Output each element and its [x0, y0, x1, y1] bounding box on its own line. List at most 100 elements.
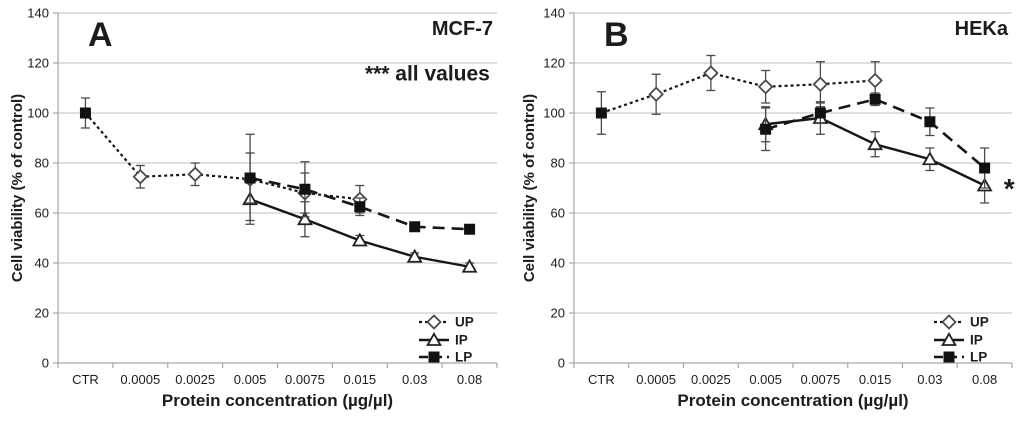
gridlines — [58, 12, 497, 314]
triangle-marker — [941, 331, 957, 346]
diamond-marker — [867, 72, 883, 89]
x-tick-label: 0.03 — [917, 372, 942, 387]
series-UP — [595, 54, 883, 135]
square-marker — [979, 162, 991, 174]
x-tick-label: 0.005 — [749, 372, 782, 387]
triangle-marker — [296, 211, 313, 226]
series-UP — [79, 97, 368, 225]
chart-panel-a: 0 20 40 60 80 100 120 140 CTR 0.0005 0.0025 0.005 0.… — [9, 6, 498, 410]
legend-label: LP — [455, 350, 472, 365]
y-tick-label: 80 — [35, 156, 49, 171]
x-tick-label: 0.03 — [402, 372, 427, 387]
diamond-marker — [132, 168, 149, 185]
legend-label: IP — [455, 333, 468, 348]
x-tick-label: 0.08 — [457, 372, 482, 387]
diamond-marker — [648, 86, 664, 103]
diamond-marker — [812, 76, 829, 93]
x-tick-label: 0.0025 — [175, 372, 215, 387]
chart-panel-b: 0 20 40 60 80 100 120 140 CTR 0.0005 0.0025 0.005 0.… — [521, 6, 1015, 411]
triangle-marker — [426, 331, 442, 346]
triangle-marker — [867, 136, 884, 151]
panel-label: A — [88, 16, 113, 54]
y-tick-label: 0 — [558, 356, 565, 371]
x-tick-label: 0.0005 — [120, 372, 160, 387]
series-LP — [244, 152, 476, 235]
y-tick-label: 40 — [551, 256, 565, 271]
y-tick-label: 60 — [551, 206, 565, 221]
panel-label: B — [604, 16, 629, 54]
y-tick-label: 40 — [35, 256, 49, 271]
triangle-marker — [351, 232, 368, 247]
error-bars — [761, 101, 990, 204]
x-axis-title: Protein concentration (µg/µl) — [677, 391, 908, 410]
y-tick-label: 120 — [543, 56, 565, 71]
square-marker — [869, 93, 881, 105]
square-marker — [814, 107, 826, 119]
x-tick-label: 0.0075 — [285, 372, 325, 387]
x-tick-labels: CTR 0.0005 0.0025 0.005 0.0075 0.015 0.03 0.08 — [588, 372, 997, 387]
x-tick-label: 0.015 — [344, 372, 377, 387]
legend-item-IP: IP — [934, 331, 983, 348]
axes — [569, 12, 1013, 368]
x-tick-label: 0.005 — [234, 372, 267, 387]
legend-label: IP — [970, 333, 983, 348]
square-marker — [428, 351, 440, 363]
y-tick-label: 120 — [27, 56, 49, 71]
diamond-marker — [187, 166, 203, 183]
square-marker — [409, 221, 421, 233]
y-tick-labels: 0 20 40 60 80 100 120 140 — [543, 6, 565, 371]
legend-item-LP: LP — [934, 350, 987, 365]
y-tick-label: 100 — [543, 106, 565, 121]
series-IP — [757, 101, 993, 204]
x-tick-label: 0.0005 — [636, 372, 676, 387]
square-marker — [760, 123, 772, 135]
diamond-marker — [703, 65, 719, 81]
series-IP — [242, 177, 478, 273]
square-marker — [595, 107, 607, 119]
series-LP — [760, 92, 991, 189]
x-axis-title: Protein concentration (µg/µl) — [162, 391, 393, 410]
legend-label: UP — [455, 315, 474, 330]
annotation-0: *** all values — [365, 63, 490, 86]
y-axis-title: Cell viability (% of control) — [9, 94, 26, 282]
legend-item-LP: LP — [419, 350, 472, 365]
triangle-marker — [461, 258, 478, 273]
diamond-marker — [757, 78, 774, 95]
x-tick-label: CTR — [588, 372, 615, 387]
legend: UP IP LP — [934, 314, 989, 365]
chart-title: HEKa — [955, 18, 1009, 40]
legend: UP IP LP — [419, 314, 474, 365]
y-tick-label: 100 — [27, 106, 49, 121]
x-tick-label: 0.0075 — [800, 372, 840, 387]
legend-item-UP: UP — [934, 314, 989, 330]
legend-label: UP — [970, 315, 989, 330]
triangle-marker — [406, 248, 423, 263]
error-bars — [596, 54, 880, 135]
diamond-marker — [426, 314, 442, 330]
diamond-marker — [941, 314, 957, 330]
y-tick-label: 140 — [27, 6, 49, 21]
y-tick-label: 20 — [35, 306, 49, 321]
y-axis-title: Cell viability (% of control) — [521, 94, 538, 282]
legend-item-UP: UP — [419, 314, 474, 330]
square-marker — [244, 172, 256, 184]
x-tick-label: CTR — [72, 372, 99, 387]
square-marker — [79, 107, 91, 119]
y-tick-label: 20 — [551, 306, 565, 321]
annotation-0: * — [1004, 173, 1015, 204]
y-tick-label: 60 — [35, 206, 49, 221]
triangle-marker — [921, 151, 938, 166]
square-marker — [299, 183, 311, 195]
y-tick-labels: 0 20 40 60 80 100 120 140 — [27, 6, 49, 371]
square-marker — [464, 223, 476, 235]
x-tick-label: 0.08 — [972, 372, 997, 387]
gridlines — [574, 12, 1012, 314]
square-marker — [943, 351, 955, 363]
square-marker — [924, 116, 936, 128]
x-tick-label: 0.0025 — [691, 372, 731, 387]
square-marker — [354, 201, 366, 213]
x-tick-label: 0.015 — [859, 372, 892, 387]
x-tick-labels: CTR 0.0005 0.0025 0.005 0.0075 0.015 0.03 0.08 — [72, 372, 482, 387]
y-tick-label: 140 — [543, 6, 565, 21]
